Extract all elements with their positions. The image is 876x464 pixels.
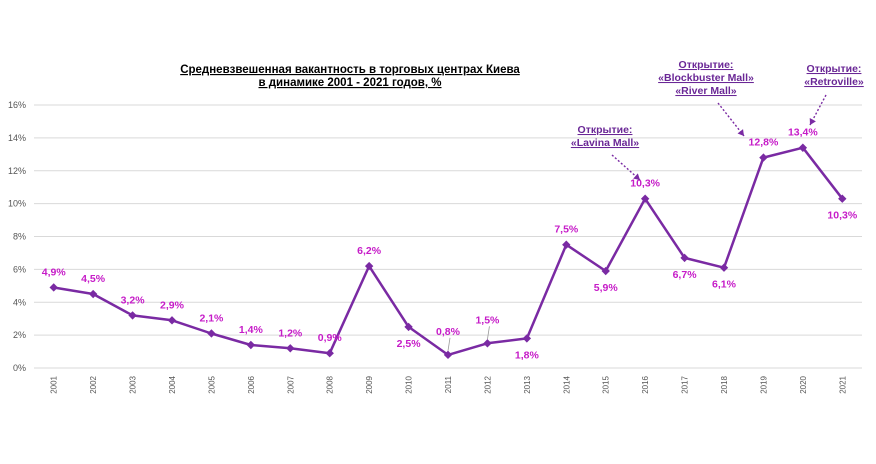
y-tick-label: 10% xyxy=(8,199,26,209)
data-label-2011: 0,8% xyxy=(436,326,461,338)
data-label-2002: 4,5% xyxy=(81,273,106,285)
annotation-text: «River Mall» xyxy=(675,85,736,97)
data-point-2001 xyxy=(49,283,58,292)
y-axis-ticks: 0% 2% 4% 6% 8% 10% 12% 14% 16% xyxy=(8,100,26,373)
annotation-text: Открытие: xyxy=(679,59,734,71)
annotation-text: Открытие: xyxy=(578,124,633,136)
gridlines xyxy=(34,104,862,369)
data-label-2013: 1,8% xyxy=(515,349,540,361)
data-label-2004: 2,9% xyxy=(160,299,185,311)
data-label-2003: 3,2% xyxy=(121,294,146,306)
data-label-2015: 5,9% xyxy=(594,282,619,294)
data-label-2007: 1,2% xyxy=(278,327,303,339)
x-tick-label: 2006 xyxy=(247,375,256,393)
y-tick-label: 0% xyxy=(13,363,26,373)
x-tick-label: 2020 xyxy=(799,375,808,393)
y-tick-label: 14% xyxy=(8,133,26,143)
x-tick-label: 2004 xyxy=(168,375,177,393)
data-label-2009: 6,2% xyxy=(357,245,382,257)
data-point-2011 xyxy=(443,350,453,360)
y-tick-label: 8% xyxy=(13,232,26,242)
data-point-2002 xyxy=(88,289,98,299)
data-label-2018: 6,1% xyxy=(712,279,737,291)
data-label-2020: 13,4% xyxy=(788,127,818,139)
x-tick-label: 2012 xyxy=(483,375,492,393)
series-markers xyxy=(49,143,847,360)
data-label-2008: 0,9% xyxy=(318,332,343,344)
data-label-2016: 10,3% xyxy=(630,178,660,190)
data-label-2012: 1,5% xyxy=(475,314,500,326)
data-label-2017: 6,7% xyxy=(673,269,698,281)
x-tick-label: 2009 xyxy=(365,375,374,393)
data-point-2014 xyxy=(562,240,571,249)
y-tick-label: 6% xyxy=(13,264,26,274)
chart-title-line: в динамике 2001 - 2021 годов, % xyxy=(258,77,441,89)
annotation-arrowhead xyxy=(737,129,744,136)
data-point-2017 xyxy=(680,253,689,263)
label-leader-line xyxy=(487,326,490,340)
y-tick-label: 2% xyxy=(13,330,26,340)
x-tick-label: 2011 xyxy=(444,375,453,393)
x-axis-ticks: 2001 2002 2003 2004 2005 2006 2007 2008 2009 2010… xyxy=(50,375,848,393)
annotation-arrowhead xyxy=(633,173,640,180)
data-label-2001: 4,9% xyxy=(42,266,67,278)
annotation-arrow xyxy=(717,102,745,137)
data-point-2021 xyxy=(838,194,847,203)
x-tick-label: 2010 xyxy=(405,375,414,393)
annotation-text: «Retroville» xyxy=(804,76,864,88)
data-label-2005: 2,1% xyxy=(199,312,224,324)
annotation-text: «Blockbuster Mall» xyxy=(658,72,754,84)
annotation-text: Открытие: xyxy=(807,63,862,75)
data-point-2010 xyxy=(404,322,413,332)
data-label-2019: 12,8% xyxy=(749,137,779,149)
x-tick-label: 2013 xyxy=(523,375,532,393)
data-point-2015 xyxy=(601,266,610,276)
chart-title-line: Средневзвешенная вакантность в торговых … xyxy=(180,64,520,76)
y-tick-label: 4% xyxy=(13,297,26,307)
data-point-2005 xyxy=(207,329,216,338)
data-label-2014: 7,5% xyxy=(554,224,579,236)
x-tick-label: 2021 xyxy=(838,375,847,393)
annotation-arrowhead xyxy=(809,118,816,125)
data-point-2016 xyxy=(640,194,650,203)
data-point-2006 xyxy=(246,340,256,350)
data-point-2019 xyxy=(759,153,768,162)
data-point-2003 xyxy=(128,311,137,320)
x-tick-label: 2005 xyxy=(207,375,216,393)
data-label-2010: 2,5% xyxy=(397,338,422,350)
data-point-2004 xyxy=(167,316,177,325)
data-point-2020 xyxy=(798,143,808,152)
data-point-2012 xyxy=(483,339,492,348)
x-tick-label: 2008 xyxy=(326,375,335,393)
data-point-2009 xyxy=(364,261,374,271)
annotation-text: «Lavina Mall» xyxy=(571,137,639,149)
x-tick-label: 2014 xyxy=(562,375,571,393)
data-point-2018 xyxy=(719,263,729,272)
label-leader-line xyxy=(447,337,451,351)
x-tick-label: 2001 xyxy=(50,375,59,393)
data-labels: 4,9% 4,5% 3,2% 2,9% 2,1% 1,4% 1,2% 0,9% 6,2% 2,5%… xyxy=(42,127,858,362)
x-tick-label: 2016 xyxy=(641,375,650,393)
data-point-2013 xyxy=(522,334,532,343)
data-label-2021: 10,3% xyxy=(827,210,857,222)
chart-title: Средневзвешенная вакантность в торговых … xyxy=(180,64,520,89)
data-point-2008 xyxy=(325,349,334,358)
y-tick-label: 12% xyxy=(8,166,26,176)
y-tick-label: 16% xyxy=(8,100,26,110)
data-point-2007 xyxy=(286,344,295,353)
x-tick-label: 2019 xyxy=(759,375,768,393)
x-tick-label: 2003 xyxy=(129,375,138,393)
annotations: Открытие:«Lavina Mall»Открытие:«Blockbus… xyxy=(571,59,864,181)
data-label-2006: 1,4% xyxy=(239,324,264,336)
x-tick-label: 2015 xyxy=(602,375,611,393)
x-tick-label: 2007 xyxy=(286,375,295,393)
x-tick-label: 2018 xyxy=(720,375,729,393)
x-tick-label: 2002 xyxy=(89,375,98,393)
x-tick-label: 2017 xyxy=(681,375,690,393)
